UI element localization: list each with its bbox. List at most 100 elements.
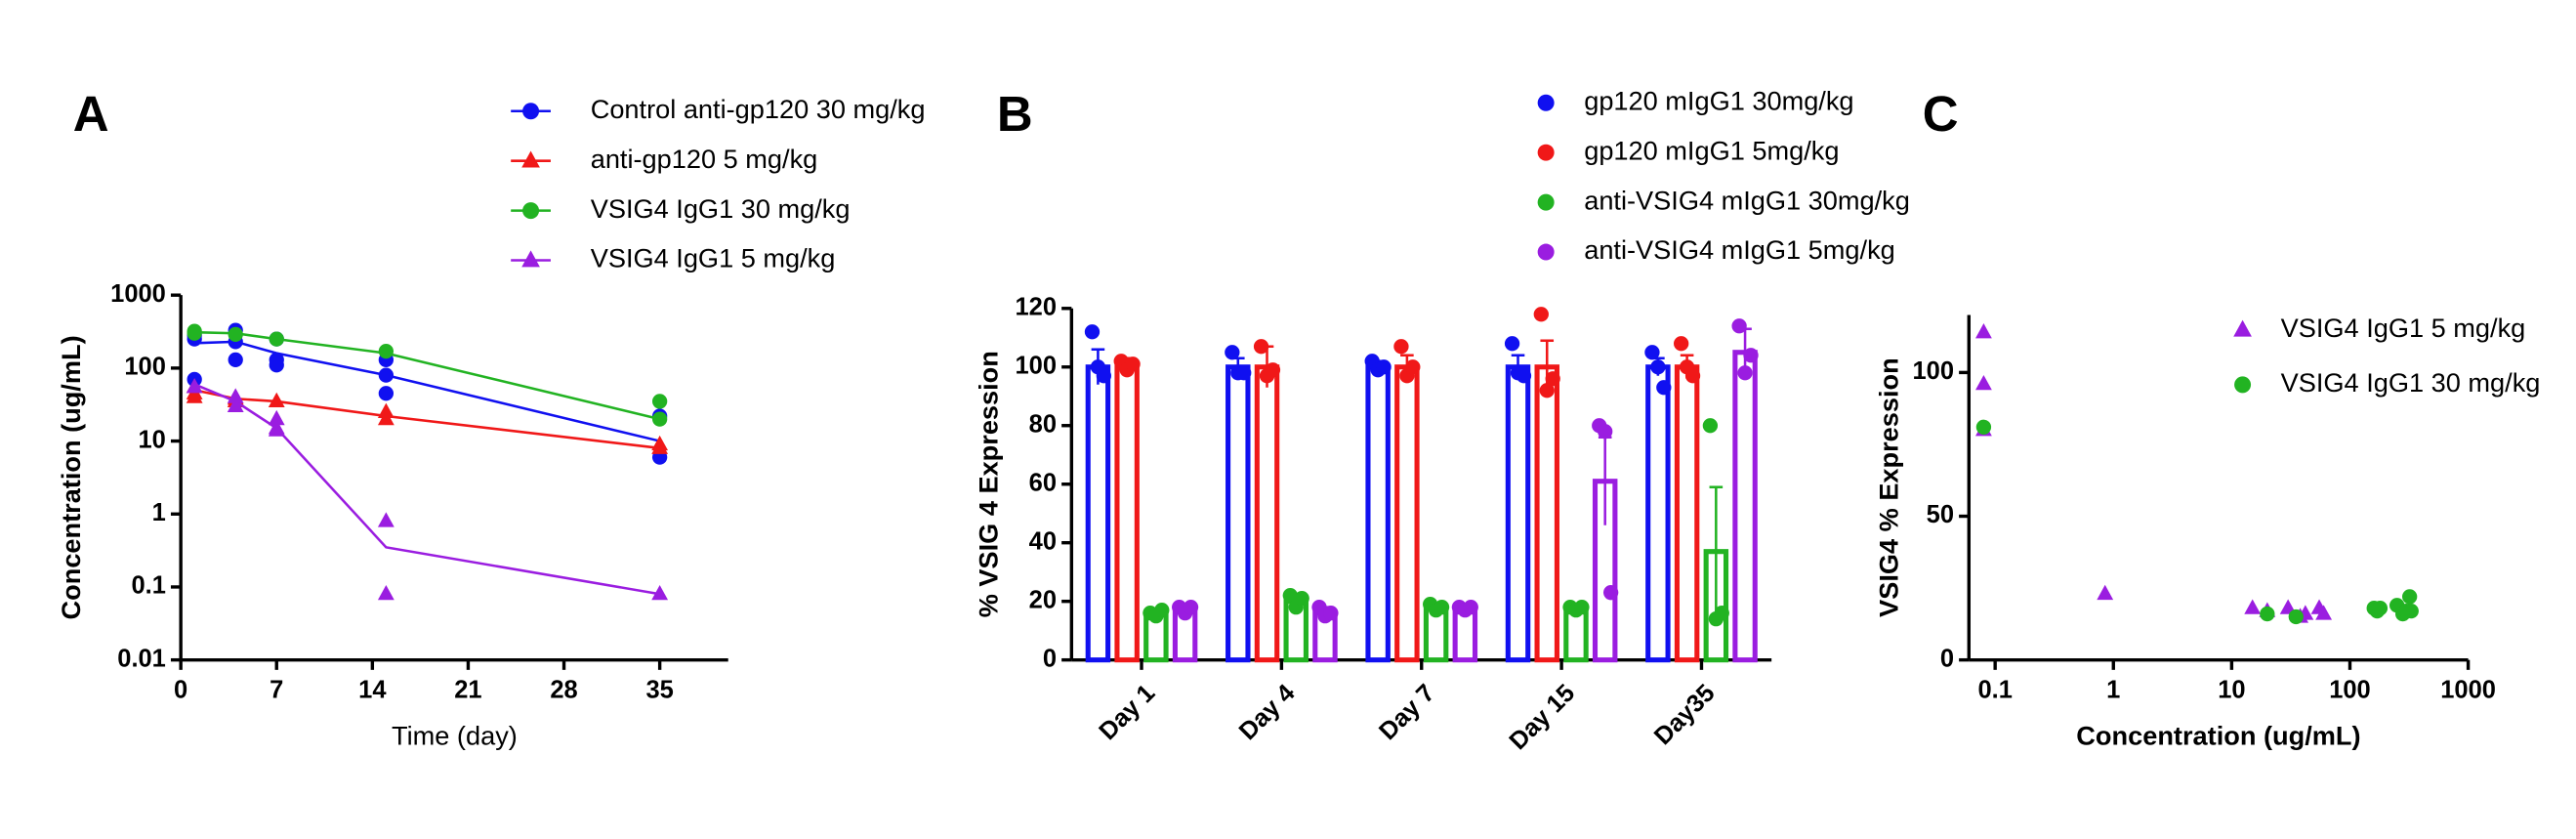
- data-point: [1236, 365, 1252, 381]
- y-tick-label: 100: [1016, 352, 1058, 379]
- x-tick-label: 1: [2106, 677, 2120, 704]
- bar: [1085, 364, 1111, 663]
- y-tick-label: 1: [152, 499, 166, 526]
- bar: [1674, 364, 1700, 663]
- data-point: [2244, 599, 2262, 614]
- data-point: [1294, 591, 1309, 607]
- x-tick-label: 0: [174, 677, 187, 704]
- data-point: [1265, 362, 1281, 378]
- y-tick-label: 40: [1029, 527, 1057, 555]
- data-point: [227, 397, 244, 413]
- legend-label: anti-VSIG4 mIgG1 30mg/kg: [1584, 185, 1910, 215]
- data-point: [269, 357, 284, 373]
- x-tick-label: 0.1: [1977, 677, 2012, 704]
- bar: [1114, 364, 1140, 663]
- legend-marker: [1537, 193, 1555, 211]
- data-point: [2403, 603, 2419, 619]
- data-point: [1702, 418, 1719, 434]
- data-point: [2097, 584, 2114, 601]
- x-tick-label: 100: [2329, 677, 2371, 704]
- data-point: [1154, 603, 1170, 618]
- y-tick-label: 20: [1029, 586, 1057, 613]
- data-point: [1376, 359, 1392, 375]
- bar: [1254, 364, 1280, 663]
- legend-marker: [522, 103, 540, 120]
- legend-label: Control anti-gp120 30 mg/kg: [591, 94, 926, 124]
- data-point: [1096, 368, 1112, 384]
- data-point: [1084, 324, 1101, 340]
- series-line: [194, 340, 660, 442]
- x-tick-label: 21: [454, 677, 481, 704]
- legend-label: VSIG4 IgG1 5 mg/kg: [2281, 313, 2526, 343]
- data-point: [186, 388, 203, 403]
- y-tick-label: 10: [139, 426, 166, 453]
- x-tick-label: Day 15: [1504, 679, 1580, 755]
- bar: [1732, 350, 1758, 663]
- data-point: [1644, 345, 1660, 360]
- data-point: [1975, 323, 1992, 339]
- bar: [1394, 364, 1420, 663]
- data-point: [1674, 336, 1689, 352]
- data-point: [2372, 601, 2389, 616]
- bar: [1365, 364, 1391, 663]
- y-tick-label: 0.1: [131, 572, 165, 600]
- data-point: [269, 331, 284, 347]
- data-point: [378, 386, 395, 401]
- x-tick-label: Day 1: [1094, 679, 1160, 745]
- legend-label: anti-gp120 5 mg/kg: [591, 144, 818, 174]
- data-point: [1975, 419, 1992, 435]
- data-point: [377, 585, 395, 601]
- data-point: [1602, 585, 1619, 601]
- y-axis-title: VSIG4 % Expression: [1874, 357, 1904, 617]
- data-point: [377, 512, 395, 527]
- data-point: [2402, 589, 2418, 605]
- y-tick-label: 0: [1043, 645, 1057, 672]
- data-point: [268, 392, 285, 408]
- data-point: [1393, 339, 1409, 355]
- y-tick-label: 0.01: [117, 645, 166, 672]
- data-point: [1684, 368, 1701, 384]
- bar: [1534, 364, 1559, 663]
- data-point: [1650, 359, 1666, 375]
- data-point: [1405, 359, 1421, 375]
- x-tick-label: 10: [2218, 677, 2245, 704]
- data-point: [1516, 368, 1532, 384]
- data-point: [186, 378, 203, 394]
- legend-marker: [521, 150, 540, 168]
- data-point: [268, 409, 285, 426]
- y-tick-label: 100: [124, 354, 166, 381]
- data-point: [1463, 600, 1478, 615]
- data-point: [227, 388, 244, 403]
- x-tick-label: Day35: [1649, 679, 1721, 750]
- x-tick-label: 35: [645, 677, 673, 704]
- panel-label: C: [1923, 86, 1959, 142]
- legend-label: VSIG4 IgG1 30 mg/kg: [2281, 367, 2541, 398]
- y-tick-label: 50: [1927, 501, 1954, 528]
- data-point: [651, 394, 668, 409]
- data-point: [1737, 365, 1753, 381]
- legend-marker: [521, 250, 540, 268]
- data-point: [1125, 357, 1141, 372]
- series-line: [193, 383, 660, 596]
- legend-label: gp120 mIgG1 5mg/kg: [1584, 135, 1839, 165]
- y-axis-title: Concentration (ug/mL): [56, 335, 86, 619]
- x-tick-label: 7: [270, 677, 283, 704]
- legend-label: VSIG4 IgG1 30 mg/kg: [591, 193, 851, 224]
- series-line: [194, 330, 660, 421]
- data-point: [651, 435, 669, 451]
- data-point: [1743, 348, 1759, 363]
- data-point: [187, 325, 202, 341]
- legend-marker: [1537, 243, 1555, 261]
- data-point: [268, 421, 285, 437]
- data-point: [378, 344, 395, 359]
- data-point: [2288, 608, 2304, 625]
- data-point: [1533, 307, 1549, 322]
- y-tick-label: 1000: [110, 280, 166, 308]
- legend-marker: [1537, 144, 1555, 161]
- x-tick-label: Day 4: [1234, 679, 1301, 745]
- data-point: [2260, 606, 2275, 622]
- data-point: [1574, 600, 1590, 615]
- legend-marker: [522, 202, 540, 220]
- data-point: [1731, 318, 1747, 334]
